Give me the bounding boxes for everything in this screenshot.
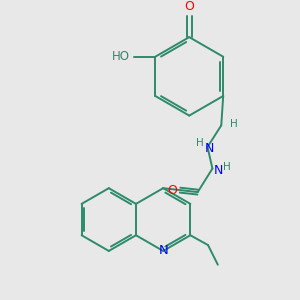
Text: H: H bbox=[230, 119, 238, 129]
Text: O: O bbox=[184, 0, 194, 13]
Text: O: O bbox=[167, 184, 177, 196]
Text: H: H bbox=[196, 138, 203, 148]
Text: N: N bbox=[214, 164, 223, 177]
Text: HO: HO bbox=[112, 50, 130, 63]
Text: H: H bbox=[223, 162, 231, 172]
Text: N: N bbox=[158, 244, 168, 257]
Text: N: N bbox=[205, 142, 214, 155]
